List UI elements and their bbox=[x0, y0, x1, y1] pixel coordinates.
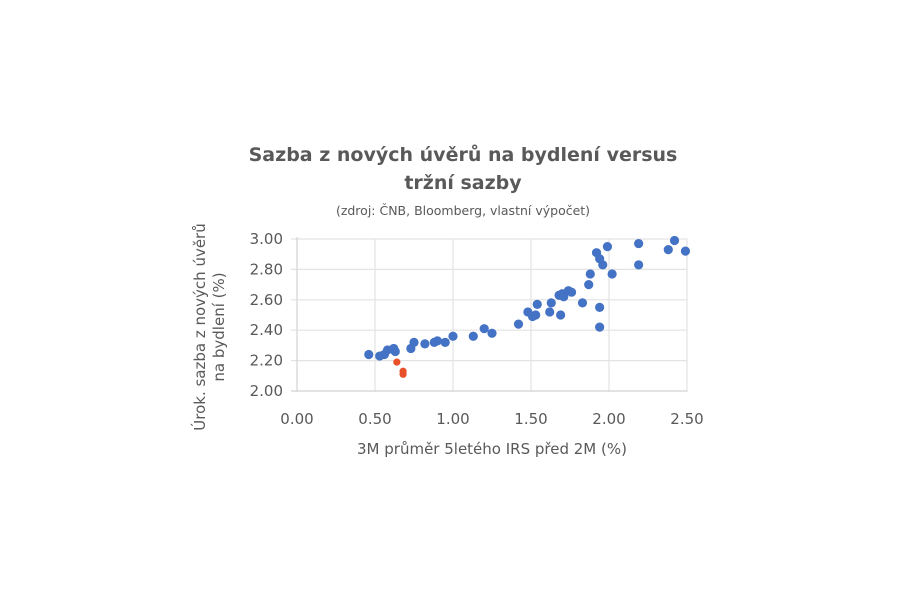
data-point-blue bbox=[432, 336, 442, 346]
data-point-blue bbox=[577, 298, 588, 308]
y-tick-label: 2.80 bbox=[250, 260, 283, 278]
y-tick-label: 2.20 bbox=[250, 352, 283, 370]
data-point-blue bbox=[566, 287, 577, 297]
x-tick-label: 1.00 bbox=[436, 410, 469, 428]
data-point-blue bbox=[513, 319, 524, 329]
data-point-blue bbox=[595, 302, 605, 312]
data-point-blue bbox=[598, 260, 608, 270]
data-point-blue bbox=[556, 310, 566, 320]
x-tick-label: 2.50 bbox=[670, 410, 703, 428]
data-point-blue bbox=[440, 337, 450, 347]
data-point-blue bbox=[585, 269, 595, 279]
data-point-blue bbox=[420, 339, 430, 349]
data-point-blue bbox=[595, 322, 605, 332]
data-point-red bbox=[393, 358, 401, 366]
data-point-blue bbox=[602, 242, 613, 252]
data-point-blue bbox=[584, 280, 594, 290]
y-axis-ticks: 2.00 2.20 2.40 2.60 2.80 3.00 bbox=[250, 230, 283, 400]
x-tick-label: 1.50 bbox=[514, 410, 547, 428]
data-point-blue bbox=[634, 238, 644, 249]
data-point-blue bbox=[487, 328, 497, 338]
y-axis-label: Úrok. sazba z nových úvěrů na bydlení (%… bbox=[190, 223, 228, 430]
data-point-blue bbox=[479, 324, 489, 334]
x-tick-label: 2.00 bbox=[592, 410, 625, 428]
x-axis-ticks: 0.00 0.50 1.00 1.50 2.00 2.50 bbox=[280, 410, 703, 428]
y-tick-label: 2.60 bbox=[250, 291, 283, 309]
chart-title-line-2: tržní sazby bbox=[404, 172, 522, 194]
chart-title-line-1: Sazba z nových úvěrů na bydlení versus bbox=[248, 144, 678, 166]
data-points bbox=[364, 235, 691, 378]
x-tick-label: 0.00 bbox=[280, 410, 313, 428]
data-point-blue bbox=[545, 307, 555, 317]
data-point-blue bbox=[634, 260, 644, 270]
y-tick-label: 3.00 bbox=[250, 230, 283, 248]
data-point-blue bbox=[546, 298, 556, 308]
y-tick-label: 2.40 bbox=[250, 321, 283, 339]
data-point-blue bbox=[607, 269, 617, 279]
data-point-blue bbox=[468, 331, 478, 341]
data-point-blue bbox=[448, 331, 458, 341]
chart-subtitle: (zdroj: ČNB, Bloomberg, vlastní výpočet) bbox=[335, 203, 591, 218]
y-tick-label: 2.00 bbox=[250, 382, 283, 400]
data-point-blue bbox=[531, 310, 541, 320]
y-axis-label-line-2: na bydlení (%) bbox=[210, 272, 228, 381]
data-point-blue bbox=[364, 349, 374, 360]
x-tick-label: 0.50 bbox=[358, 410, 391, 428]
data-point-blue bbox=[663, 245, 673, 255]
data-point-blue bbox=[669, 235, 680, 246]
gridlines bbox=[291, 237, 688, 392]
data-point-red bbox=[399, 370, 407, 378]
x-axis-label: 3M průměr 5letého IRS před 2M (%) bbox=[357, 440, 627, 458]
data-point-blue bbox=[680, 246, 691, 256]
y-axis-label-line-1: Úrok. sazba z nových úvěrů bbox=[190, 223, 209, 430]
data-point-blue bbox=[532, 299, 542, 309]
data-point-blue bbox=[409, 337, 419, 347]
data-point-blue bbox=[390, 346, 400, 357]
